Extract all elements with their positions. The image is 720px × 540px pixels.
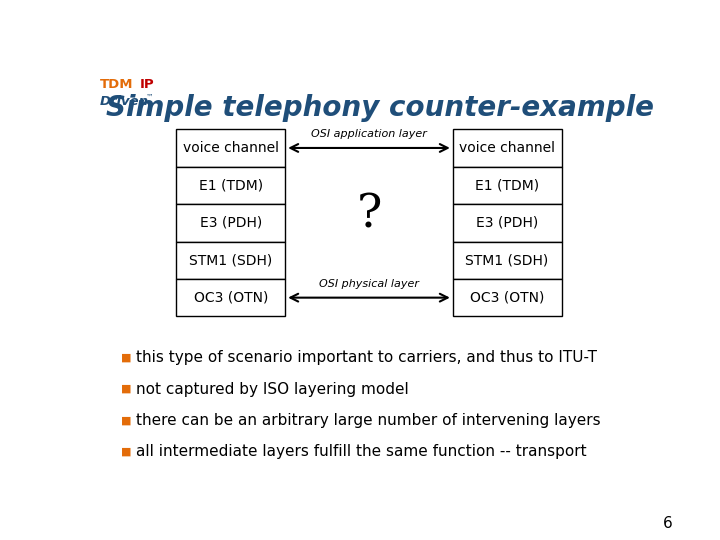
Bar	[453, 167, 562, 204]
Bar	[453, 129, 562, 167]
Text: ?: ?	[356, 192, 382, 237]
Text: E3 (PDH): E3 (PDH)	[199, 216, 262, 230]
Text: voice channel: voice channel	[183, 141, 279, 155]
Text: OC3 (OTN): OC3 (OTN)	[194, 291, 268, 305]
Text: E1 (TDM): E1 (TDM)	[475, 178, 539, 192]
Text: this type of scenario important to carriers, and thus to ITU-T: this type of scenario important to carri…	[136, 350, 598, 366]
Text: TDM: TDM	[100, 78, 133, 91]
Text: IP: IP	[140, 78, 155, 91]
Text: all intermediate layers fulfill the same function -- transport: all intermediate layers fulfill the same…	[136, 444, 587, 459]
Text: STM1 (SDH): STM1 (SDH)	[189, 253, 272, 267]
Text: not captured by ISO layering model: not captured by ISO layering model	[136, 382, 409, 396]
Bar	[453, 204, 562, 241]
Text: 6: 6	[663, 516, 672, 531]
Text: E1 (TDM): E1 (TDM)	[199, 178, 263, 192]
Text: ■: ■	[121, 415, 131, 426]
Text: OSI physical layer: OSI physical layer	[319, 279, 419, 288]
Bar	[176, 129, 285, 167]
Text: Simple telephony counter-example: Simple telephony counter-example	[106, 94, 654, 123]
Text: ™: ™	[145, 93, 153, 102]
Text: OSI application layer: OSI application layer	[311, 129, 427, 139]
Text: there can be an arbitrary large number of intervening layers: there can be an arbitrary large number o…	[136, 413, 601, 428]
Text: STM1 (SDH): STM1 (SDH)	[466, 253, 549, 267]
Text: ■: ■	[121, 447, 131, 456]
Bar	[176, 279, 285, 316]
Text: OC3 (OTN): OC3 (OTN)	[470, 291, 544, 305]
Text: Driven: Driven	[100, 94, 149, 108]
Text: E3 (PDH): E3 (PDH)	[476, 216, 539, 230]
Text: ■: ■	[121, 353, 131, 363]
Bar	[453, 279, 562, 316]
Text: ■: ■	[121, 384, 131, 394]
Bar	[176, 204, 285, 241]
Bar	[453, 241, 562, 279]
Bar	[176, 241, 285, 279]
Bar	[176, 167, 285, 204]
Text: voice channel: voice channel	[459, 141, 555, 155]
